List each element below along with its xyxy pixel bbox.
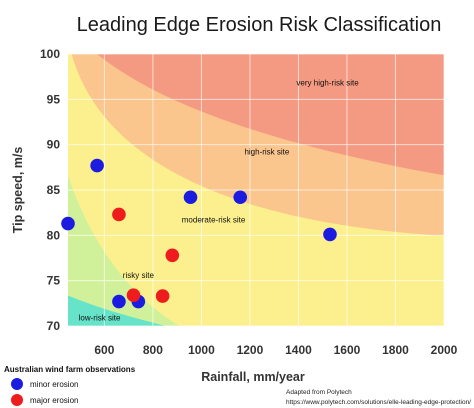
x-tick-label: 1600	[334, 343, 361, 357]
minor-erosion-point	[112, 294, 126, 309]
legend-major-label: major erosion	[30, 396, 78, 405]
y-tick-label: 75	[47, 274, 61, 288]
zone-moderate-risk	[68, 54, 444, 326]
zone-moderate-risk-label: moderate-risk site	[182, 216, 246, 225]
zone-very-high-risk-label: very high-risk site	[296, 79, 359, 88]
legend: Australian wind farm observations minor …	[4, 365, 136, 406]
x-tick-label: 600	[94, 343, 114, 357]
zone-low-risk-label: low-risk site	[79, 314, 121, 323]
zone-risky	[68, 175, 180, 326]
y-tick-label: 85	[47, 183, 61, 197]
legend-title: Australian wind farm observations	[4, 365, 136, 374]
y-tick-label: 100	[40, 47, 60, 61]
zone-risky-label: risky site	[123, 271, 155, 280]
minor-erosion-point	[61, 216, 75, 231]
zone-high-risk-label: high-risk site	[244, 148, 289, 157]
x-axis-label: Rainfall, mm/year	[201, 370, 305, 384]
grid-lines	[68, 54, 444, 326]
x-tick-label: 800	[143, 343, 163, 357]
y-tick-label: 80	[47, 228, 61, 242]
x-axis-ticks: 600 800 1000 1200 1400 1600 1800 2000	[94, 343, 457, 357]
minor-erosion-point	[323, 227, 337, 242]
minor-erosion-point	[183, 190, 198, 205]
chart-title: Leading Edge Erosion Risk Classification	[77, 14, 442, 36]
credit-line-2: https://www.polytech.com/solutions/elle-…	[286, 399, 471, 406]
y-tick-label: 90	[47, 138, 61, 152]
major-erosion-point	[112, 207, 126, 222]
x-tick-label: 1400	[285, 343, 312, 357]
zone-labels: very high-risk site high-risk site moderat…	[79, 79, 360, 323]
major-erosion-point	[165, 248, 180, 263]
credit-line-1: Adapted from Polytech	[286, 389, 352, 396]
legend-major-marker	[11, 394, 23, 406]
zone-low-risk	[68, 295, 167, 326]
x-tick-label: 1000	[188, 343, 215, 357]
y-axis-label: Tip speed, m/s	[11, 147, 25, 234]
x-tick-label: 2000	[431, 343, 458, 357]
data-points	[61, 158, 337, 309]
minor-erosion-point	[90, 158, 104, 173]
x-tick-label: 1800	[382, 343, 409, 357]
y-tick-label: 70	[47, 319, 61, 333]
major-erosion-point	[155, 289, 170, 303]
y-axis-ticks: 70 75 80 85 90 95 100	[40, 47, 60, 333]
minor-erosion-point	[233, 190, 248, 205]
y-tick-label: 95	[47, 92, 61, 106]
x-tick-label: 1200	[237, 343, 264, 357]
legend-minor-marker	[11, 378, 23, 390]
major-erosion-point	[126, 288, 141, 302]
legend-minor-label: minor erosion	[30, 380, 78, 389]
